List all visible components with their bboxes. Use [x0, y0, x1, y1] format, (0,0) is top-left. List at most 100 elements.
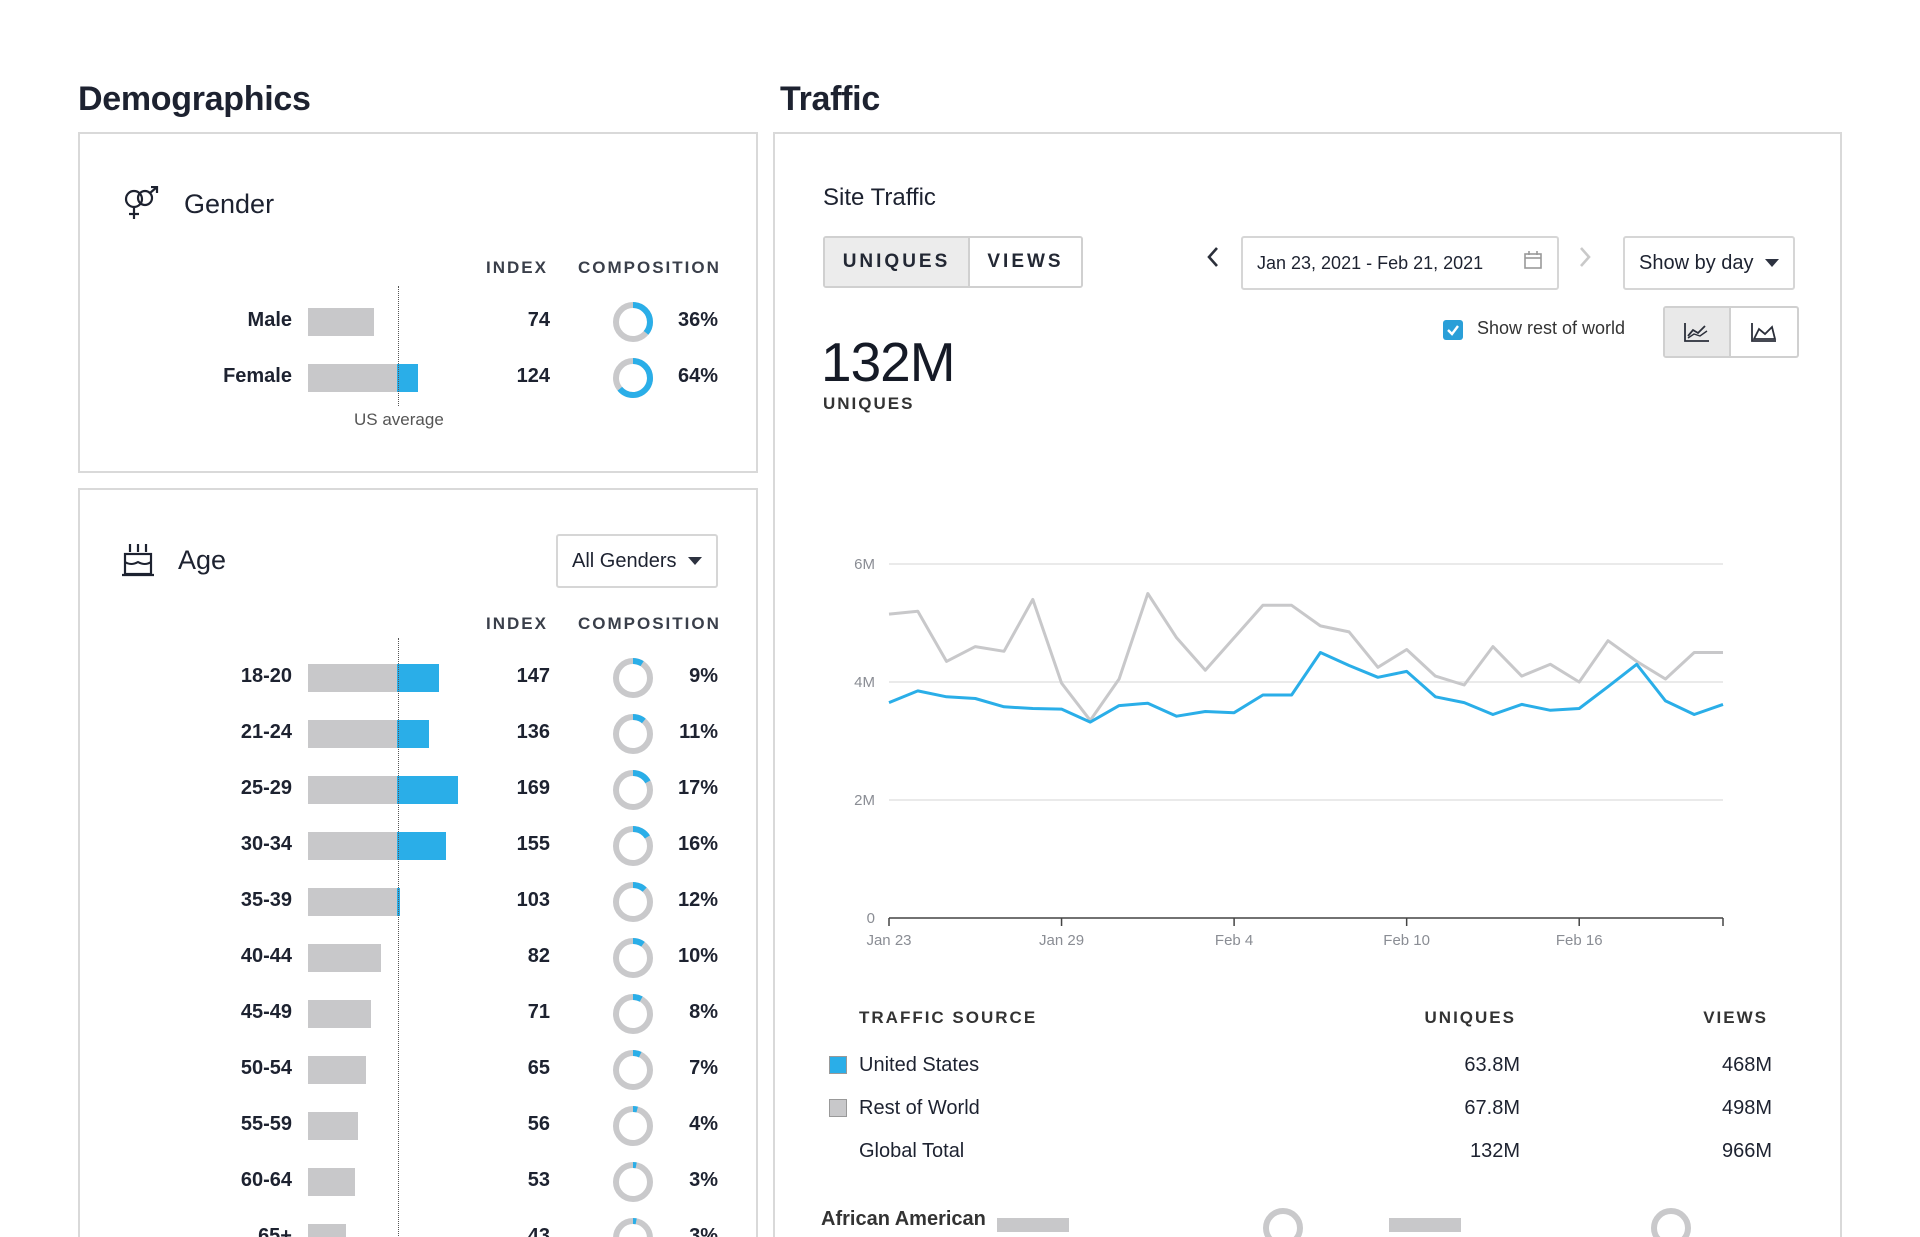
traffic-source-row: Rest of World 67.8M 498M — [775, 1089, 1844, 1129]
age-label: 60-64 — [240, 1169, 292, 1191]
age-composition-donut — [612, 881, 654, 923]
age-composition-donut — [612, 1217, 654, 1237]
age-index-value: 65 — [527, 1057, 550, 1079]
gender-index-value: 74 — [527, 309, 550, 331]
age-label: 25-29 — [240, 777, 292, 799]
age-index-bar — [308, 944, 381, 972]
site-traffic-panel: Site Traffic UNIQUES VIEWS Jan 23, 2021 … — [773, 132, 1842, 1237]
age-index-bar-above-average — [397, 776, 459, 804]
gender-composition-donut — [612, 357, 654, 399]
total-uniques-value: 132M — [821, 331, 956, 393]
age-row: 35-39 103 12% — [80, 874, 760, 930]
age-label: 30-34 — [240, 833, 292, 855]
gender-index-bar — [308, 308, 374, 336]
age-composition-value: 11% — [679, 721, 718, 743]
age-index-value: 169 — [516, 777, 550, 799]
age-composition-value: 12% — [677, 889, 718, 911]
gender-row: Female 124 64% — [80, 350, 760, 406]
gender-filter-select[interactable]: All Genders — [556, 534, 718, 588]
age-row: 45-49 71 8% — [80, 986, 760, 1042]
age-index-bar — [308, 1000, 372, 1028]
chevron-left-icon[interactable] — [1203, 242, 1223, 280]
age-index-header: INDEX — [486, 614, 548, 633]
age-composition-donut — [612, 1105, 654, 1147]
age-composition-value: 9% — [689, 665, 718, 687]
age-index-bar — [308, 1112, 358, 1140]
age-composition-donut — [612, 657, 654, 699]
age-label: 35-39 — [240, 889, 292, 911]
age-label: 21-24 — [240, 721, 292, 743]
age-row: 50-54 65 7% — [80, 1042, 760, 1098]
chart-type-toggle — [1663, 306, 1799, 358]
age-label: 55-59 — [240, 1113, 292, 1135]
gender-composition-header: COMPOSITION — [578, 258, 721, 277]
age-index-bar — [308, 720, 397, 748]
age-index-bar-above-average — [397, 720, 429, 748]
age-composition-donut — [612, 1049, 654, 1091]
date-range-picker[interactable]: Jan 23, 2021 - Feb 21, 2021 — [1241, 236, 1559, 290]
demographics-title: Demographics — [78, 80, 311, 118]
age-index-value: 43 — [527, 1225, 550, 1237]
gender-composition-donut — [612, 301, 654, 343]
group-by-select[interactable]: Show by day — [1623, 236, 1795, 290]
age-composition-donut — [612, 993, 654, 1035]
age-row: 30-34 155 16% — [80, 818, 760, 874]
y-tick-label: 4M — [854, 674, 875, 691]
traffic-source-name: United States — [859, 1054, 980, 1076]
metric-toggle: UNIQUES VIEWS — [823, 236, 1083, 288]
age-label: 18-20 — [240, 665, 292, 687]
age-composition-donut — [612, 769, 654, 811]
partial-bar — [1389, 1218, 1461, 1232]
traffic-source-header: TRAFFIC SOURCE — [859, 1008, 1038, 1027]
gender-index-bar-above-average — [397, 364, 419, 392]
gender-composition-value: 64% — [677, 365, 718, 387]
age-index-bar — [308, 888, 397, 916]
age-composition-value: 3% — [689, 1169, 718, 1191]
age-composition-value: 16% — [677, 833, 718, 855]
gender-symbol-icon — [122, 186, 160, 222]
age-index-value: 71 — [527, 1001, 550, 1023]
age-label: 40-44 — [240, 945, 292, 967]
age-composition-donut — [612, 713, 654, 755]
uniques-header: UNIQUES — [1424, 1008, 1516, 1027]
age-index-bar-above-average — [397, 664, 439, 692]
us-average-line — [398, 286, 399, 406]
age-row: 55-59 56 4% — [80, 1098, 760, 1154]
age-label: 50-54 — [240, 1057, 292, 1079]
traffic-source-uniques: 67.8M — [1464, 1097, 1520, 1119]
calendar-icon — [1523, 250, 1543, 276]
age-composition-value: 3% — [689, 1225, 718, 1237]
date-range-value: Jan 23, 2021 - Feb 21, 2021 — [1257, 252, 1484, 273]
views-header: VIEWS — [1703, 1008, 1768, 1027]
age-composition-header: COMPOSITION — [578, 614, 721, 633]
legend-swatch — [829, 1056, 847, 1074]
legend-swatch — [829, 1099, 847, 1117]
y-tick-label: 2M — [854, 792, 875, 809]
y-tick-label: 0 — [867, 910, 875, 927]
traffic-source-row: United States 63.8M 468M — [775, 1046, 1844, 1086]
age-title: Age — [178, 544, 227, 575]
x-tick-label: Feb 10 — [1383, 932, 1430, 949]
age-composition-value: 7% — [689, 1057, 718, 1079]
tab-uniques[interactable]: UNIQUES — [825, 238, 970, 286]
chevron-right-icon[interactable] — [1575, 242, 1595, 280]
tab-views[interactable]: VIEWS — [970, 238, 1081, 286]
age-label: 65+ — [258, 1225, 292, 1237]
area-chart-icon[interactable] — [1731, 308, 1797, 356]
line-chart-icon[interactable] — [1665, 308, 1731, 356]
gender-index-bar — [308, 364, 397, 392]
age-composition-donut — [612, 825, 654, 867]
age-index-value: 103 — [516, 889, 550, 911]
age-index-bar — [308, 776, 397, 804]
gender-index-header: INDEX — [486, 258, 548, 277]
age-index-bar — [308, 664, 397, 692]
partial-row-label: African American — [821, 1208, 986, 1230]
age-row: 18-20 147 9% — [80, 650, 760, 706]
show-rest-of-world-checkbox[interactable] — [1443, 320, 1463, 340]
gender-label: Male — [247, 309, 292, 331]
total-uniques-label: UNIQUES — [823, 394, 915, 413]
x-tick-label: Feb 16 — [1556, 932, 1603, 949]
gender-panel: Gender INDEX COMPOSITION Male 74 36% Female… — [78, 132, 758, 473]
age-index-bar — [308, 1168, 356, 1196]
age-index-value: 136 — [516, 721, 550, 743]
